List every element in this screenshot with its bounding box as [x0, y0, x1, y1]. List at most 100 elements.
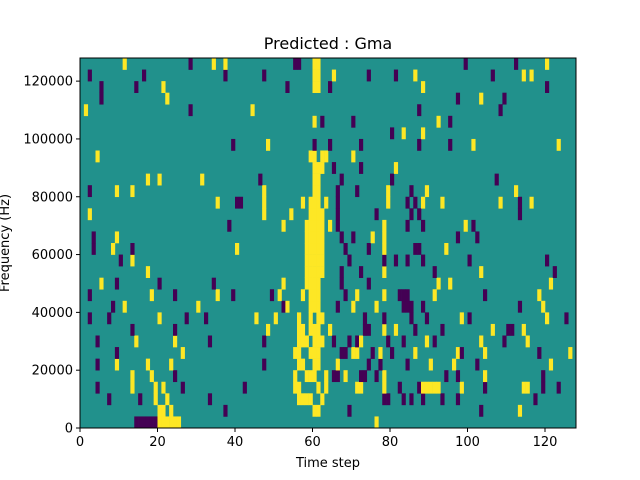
heatmap-cell	[308, 370, 313, 383]
heatmap-cell	[87, 289, 92, 302]
heatmap-cell	[304, 254, 309, 267]
heatmap-cell	[304, 243, 309, 255]
heatmap-cell	[405, 219, 410, 232]
heatmap-cell	[297, 393, 302, 406]
heatmap-cell	[351, 300, 356, 313]
heatmap-cell	[180, 381, 185, 394]
heatmap-cell	[401, 335, 406, 348]
x-tick-label: 0	[76, 435, 84, 450]
heatmap-cell	[393, 254, 399, 267]
heatmap-cell	[498, 104, 503, 117]
heatmap-cell	[83, 104, 89, 117]
heatmap-cell	[316, 404, 321, 417]
heatmap-cell	[355, 347, 360, 359]
heatmap-cell	[293, 347, 298, 359]
heatmap-cell	[316, 266, 321, 278]
heatmap-cell	[455, 92, 461, 105]
heatmap-cell	[382, 254, 387, 267]
y-axis-label: Frequency (Hz)	[0, 194, 13, 292]
heatmap-cell	[91, 231, 96, 244]
heatmap-cell	[463, 58, 468, 70]
heatmap-cell	[223, 58, 228, 70]
heatmap-cell	[308, 393, 313, 406]
heatmap-cell	[312, 219, 317, 232]
heatmap-cell	[300, 393, 306, 406]
heatmap-cell	[130, 370, 135, 383]
heatmap-cell	[308, 243, 313, 255]
heatmap-cell	[335, 196, 340, 209]
heatmap-cell	[196, 300, 201, 313]
heatmap-cell	[525, 335, 530, 348]
heatmap-cell	[320, 115, 325, 128]
heatmap-cell	[130, 323, 135, 336]
heatmap-cell	[308, 312, 313, 325]
heatmap-cell	[320, 335, 325, 348]
heatmap-cell	[362, 312, 368, 325]
heatmap-cell	[436, 277, 441, 290]
heatmap-cell	[266, 138, 271, 151]
heatmap-cell	[455, 393, 461, 406]
heatmap-cell	[359, 370, 364, 383]
heatmap-cell	[424, 185, 430, 198]
heatmap-cell	[165, 92, 170, 105]
heatmap-cell	[320, 266, 325, 278]
heatmap-cell	[331, 370, 337, 383]
heatmap-cell	[149, 289, 154, 302]
heatmap-cell	[521, 323, 526, 336]
heatmap-cell	[413, 347, 418, 359]
heatmap-cell	[312, 185, 317, 198]
heatmap-cell	[312, 115, 317, 128]
heatmap-cell	[467, 312, 472, 325]
heatmap-cell	[362, 323, 368, 336]
heatmap-cell	[421, 300, 426, 313]
heatmap-cell	[316, 162, 321, 174]
heatmap-cell	[316, 335, 321, 348]
heatmap-cell	[444, 370, 449, 383]
heatmap-cell	[308, 289, 313, 302]
heatmap-cell	[87, 69, 92, 82]
heatmap-cell	[413, 69, 418, 82]
heatmap-cell	[541, 300, 546, 313]
heatmap-cell	[483, 347, 488, 359]
heatmap-cell	[308, 254, 313, 267]
heatmap-cell	[401, 289, 406, 302]
heatmap-cell	[200, 173, 205, 186]
heatmap-cell	[339, 173, 344, 186]
heatmap-cell	[417, 243, 422, 255]
heatmap-cell	[300, 323, 306, 336]
heatmap-cell	[339, 347, 344, 359]
heatmap-cell	[95, 381, 100, 394]
heatmap-cell	[409, 208, 414, 221]
heatmap-cell	[235, 196, 240, 209]
heatmap-cell	[316, 219, 321, 232]
heatmap-cell	[339, 231, 344, 244]
heatmap-cell	[432, 289, 437, 302]
heatmap-cell	[483, 370, 488, 383]
heatmap-cell	[130, 254, 135, 267]
heatmap-cell	[204, 312, 209, 325]
heatmap-cell	[312, 162, 317, 174]
heatmap-cell	[145, 416, 151, 429]
heatmap-cell	[359, 162, 364, 174]
heatmap-cell	[424, 312, 430, 325]
x-tick-label: 120	[533, 435, 558, 450]
heatmap-cell	[114, 231, 120, 244]
heatmap-cell	[359, 138, 364, 151]
heatmap-cell	[521, 381, 526, 394]
heatmap-cell	[463, 219, 468, 232]
heatmap-cell	[471, 138, 476, 151]
heatmap-cell	[483, 381, 488, 394]
heatmap-cell	[428, 358, 433, 371]
heatmap-cell	[316, 300, 321, 313]
heatmap-cell	[331, 69, 337, 82]
heatmap-cell	[355, 185, 360, 198]
heatmap-cell	[173, 289, 178, 302]
heatmap-cell	[409, 393, 414, 406]
heatmap-cell	[355, 381, 360, 394]
heatmap-cell	[483, 289, 488, 302]
y-tick-label: 80000	[32, 190, 73, 205]
heatmap-cell	[382, 231, 387, 244]
heatmap-cell	[421, 127, 426, 140]
heatmap-cell	[188, 58, 193, 70]
heatmap-cell	[382, 370, 387, 383]
